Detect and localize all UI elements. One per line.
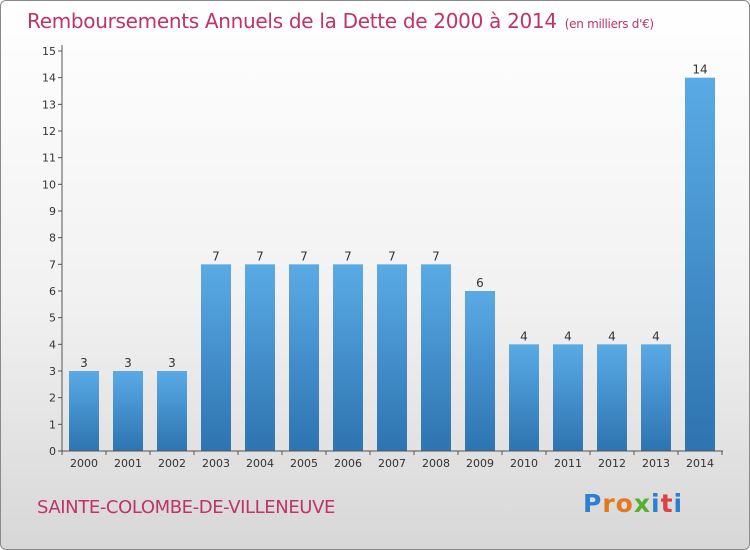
bar-2003 [201,264,231,451]
chart-title-text: Remboursements Annuels de la Dette de 20… [27,9,557,33]
bar-value-label: 7 [300,249,308,263]
bar-value-label: 4 [608,329,616,343]
logo-letter: i [651,489,661,518]
bar-value-label: 3 [124,356,132,370]
y-tick-label: 14 [42,72,56,85]
x-tick-label: 2006 [334,457,362,470]
bar-2004 [245,264,275,451]
y-tick-label: 13 [42,98,56,111]
bar-2013 [641,344,671,451]
bar-2012 [597,344,627,451]
x-tick-label: 2011 [554,457,582,470]
x-axis: 2000 2001 2002 2003 2004 2005 2006 2007 2008 2009… [61,450,723,470]
bar-2010 [509,344,539,451]
bars: 3 3 3 7 7 7 7 7 7 6 4 4 4 4 14 [69,63,715,452]
logo-letter: i [673,489,684,518]
y-tick-label: 11 [42,152,56,165]
bar-value-label: 4 [520,329,528,343]
y-tick-label: 4 [49,338,56,351]
y-tick-label: 7 [49,258,56,271]
bar-value-label: 7 [432,249,440,263]
x-tick-label: 2010 [510,457,538,470]
bar-value-label: 7 [212,249,220,263]
x-tick-label: 2005 [290,457,318,470]
bar-value-label: 4 [564,329,572,343]
x-tick-label: 2002 [158,457,186,470]
y-tick-label: 15 [42,45,56,58]
logo-letter: P [583,489,603,518]
chart-unit: (en milliers d'€) [564,17,654,31]
bar-value-label: 3 [80,356,88,370]
commune-name: SAINTE-COLOMBE-DE-VILLENEUVE [37,497,335,518]
x-tick-label: 2007 [378,457,406,470]
y-tick-label: 5 [49,312,56,325]
y-tick-label: 8 [49,232,56,245]
y-tick-label: 1 [49,418,56,431]
logo-letter: t [660,489,674,518]
bar-2008 [421,264,451,451]
y-tick-label: 9 [49,205,56,218]
y-tick-label: 6 [49,285,56,298]
bar-value-label: 14 [692,63,707,77]
bar-value-label: 7 [256,249,264,263]
proxiti-logo: Proxiti [583,489,683,518]
bar-value-label: 4 [652,329,660,343]
bar-2002 [157,371,187,451]
bar-2006 [333,264,363,451]
logo-letter: o [615,489,634,518]
x-tick-label: 2013 [642,457,670,470]
x-tick-label: 2012 [598,457,626,470]
bar-value-label: 6 [476,276,484,290]
bar-value-label: 7 [388,249,396,263]
logo-letter: x [633,489,651,518]
bar-2000 [69,371,99,451]
x-tick-label: 2008 [422,457,450,470]
x-tick-label: 2000 [70,457,98,470]
logo-letter: r [602,489,616,518]
x-tick-label: 2009 [466,457,494,470]
bar-2005 [289,264,319,451]
bar-2009 [465,291,495,451]
y-tick-label: 10 [42,178,56,191]
y-tick-label: 2 [49,392,56,405]
y-tick-label: 0 [49,445,56,458]
x-tick-label: 2014 [686,457,714,470]
y-tick-label: 3 [49,365,56,378]
bar-2014 [685,77,715,452]
bar-2001 [113,371,143,451]
chart-title: Remboursements Annuels de la Dette de 20… [27,9,654,33]
y-tick-label: 12 [42,125,56,138]
bar-value-label: 7 [344,249,352,263]
bar-value-label: 3 [168,356,176,370]
x-tick-label: 2004 [246,457,274,470]
bar-2011 [553,344,583,451]
x-tick-label: 2001 [114,457,142,470]
x-tick-label: 2003 [202,457,230,470]
bar-2007 [377,264,407,451]
